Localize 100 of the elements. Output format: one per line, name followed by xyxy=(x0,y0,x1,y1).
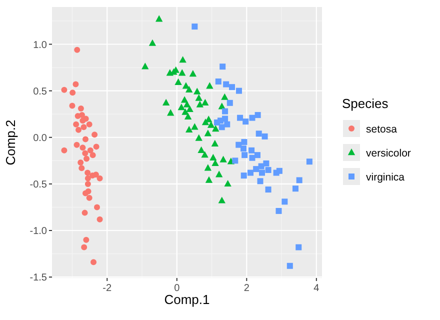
legend-label: setosa xyxy=(366,124,398,136)
point xyxy=(90,152,96,158)
y-tick-label: -1.0 xyxy=(30,226,48,238)
point xyxy=(89,172,96,179)
x-tick-label: 0 xyxy=(174,283,180,294)
point xyxy=(70,90,76,96)
point xyxy=(174,78,182,86)
point xyxy=(237,114,244,121)
point xyxy=(84,156,90,162)
point xyxy=(93,144,100,150)
point xyxy=(206,82,214,89)
legend-label: virginica xyxy=(366,172,405,184)
point xyxy=(292,186,298,192)
point xyxy=(253,166,260,172)
point xyxy=(221,93,228,100)
point xyxy=(196,100,204,108)
point xyxy=(183,100,191,108)
point xyxy=(265,166,272,173)
point xyxy=(223,81,230,88)
point xyxy=(76,126,82,133)
point xyxy=(178,69,186,76)
point xyxy=(80,118,86,124)
point xyxy=(189,70,197,77)
point xyxy=(86,121,92,128)
point xyxy=(78,160,84,166)
point xyxy=(162,98,170,106)
point xyxy=(258,163,264,170)
point xyxy=(214,119,220,126)
point xyxy=(218,124,225,130)
point xyxy=(215,170,223,178)
point xyxy=(195,94,202,101)
point xyxy=(61,147,68,154)
point xyxy=(224,121,230,128)
point xyxy=(155,15,163,22)
point xyxy=(82,190,88,196)
point xyxy=(84,180,91,187)
point xyxy=(210,154,217,160)
point xyxy=(74,46,80,53)
point xyxy=(82,136,88,142)
point xyxy=(254,152,260,158)
point xyxy=(96,175,103,182)
point xyxy=(69,102,76,109)
point xyxy=(142,62,149,70)
point xyxy=(73,121,80,128)
point xyxy=(96,216,103,222)
point xyxy=(79,112,85,118)
y-tick-label: 0.0 xyxy=(33,132,48,144)
x-tick-label: 2 xyxy=(244,283,250,294)
point xyxy=(72,81,79,88)
point xyxy=(224,180,232,187)
point xyxy=(242,152,248,158)
point xyxy=(240,146,247,152)
point xyxy=(61,86,68,93)
point xyxy=(215,78,222,84)
point xyxy=(256,130,262,137)
point xyxy=(86,194,92,201)
point xyxy=(178,104,186,110)
y-axis-title: Comp.2 xyxy=(3,120,18,166)
point xyxy=(80,124,87,130)
point xyxy=(254,112,261,118)
y-tick-label: 0.5 xyxy=(33,86,48,98)
point xyxy=(185,126,193,133)
point xyxy=(248,147,255,154)
point xyxy=(184,112,192,120)
point xyxy=(276,168,282,174)
y-tick-label: -1.5 xyxy=(30,272,48,284)
point xyxy=(259,170,265,176)
point xyxy=(87,147,94,154)
point xyxy=(218,196,226,204)
point xyxy=(207,121,215,128)
point xyxy=(179,56,186,63)
point xyxy=(195,134,202,141)
point xyxy=(80,144,86,151)
point xyxy=(78,106,84,112)
point xyxy=(229,84,235,90)
point xyxy=(205,176,213,183)
point xyxy=(198,146,205,154)
point xyxy=(286,262,293,269)
point xyxy=(262,133,268,140)
point xyxy=(202,118,210,126)
point xyxy=(148,39,156,46)
point xyxy=(296,177,302,184)
point xyxy=(265,186,272,193)
point xyxy=(167,109,174,116)
point xyxy=(94,204,100,210)
point xyxy=(222,108,228,114)
x-axis-title: Comp.1 xyxy=(164,292,210,307)
point xyxy=(186,105,194,112)
x-tick-label: 4 xyxy=(314,283,320,294)
y-tick-label: -0.5 xyxy=(30,179,48,190)
point xyxy=(276,208,282,214)
legend-title: Species xyxy=(342,96,389,111)
point xyxy=(83,236,90,243)
y-tick-label: 1.0 xyxy=(33,40,48,51)
point xyxy=(192,24,198,30)
point xyxy=(236,88,242,94)
point xyxy=(201,151,208,158)
point xyxy=(84,170,91,176)
point xyxy=(242,118,249,125)
point xyxy=(81,244,88,250)
